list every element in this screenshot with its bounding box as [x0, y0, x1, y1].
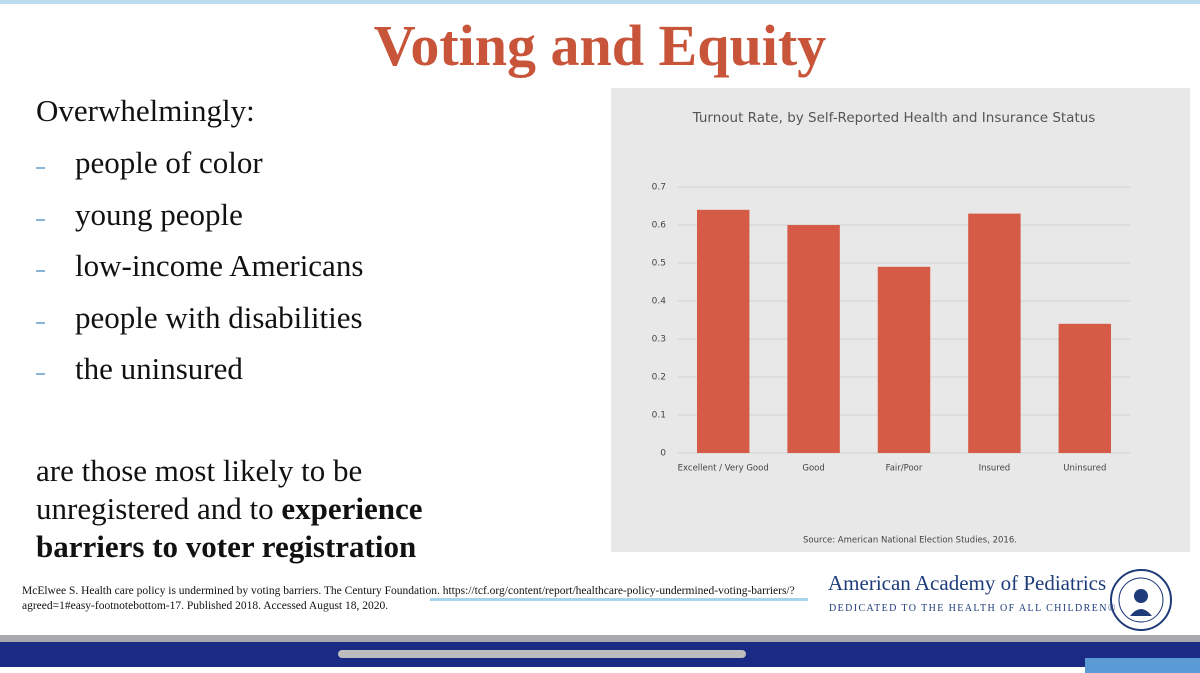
- footer-rule: [0, 635, 1200, 642]
- x-tick-label: Uninsured: [1063, 464, 1106, 474]
- bar: [877, 266, 931, 453]
- x-tick-label: Insured: [979, 464, 1011, 474]
- bar: [1058, 323, 1112, 453]
- y-tick-label: 0.2: [652, 373, 666, 383]
- seal: [1110, 569, 1172, 631]
- chart-source: Source: American National Election Studi…: [803, 536, 1017, 546]
- bar: [696, 209, 750, 453]
- y-tick-label: 0: [660, 449, 666, 459]
- bullet-marker: [36, 167, 45, 169]
- logo-name: American Academy of Pediatrics: [828, 571, 1107, 595]
- bullet-marker: [36, 321, 45, 324]
- conclusion-text: are those most likely to be unregistered…: [36, 453, 363, 526]
- logo-tagline: DEDICATED TO THE HEALTH OF ALL CHILDREN®: [829, 603, 1117, 614]
- x-tick-label: Excellent / Very Good: [678, 464, 769, 474]
- bullet-marker: [36, 373, 45, 375]
- bullet-marker: [36, 218, 45, 221]
- y-tick-label: 0.3: [652, 335, 666, 345]
- y-tick-label: 0.7: [652, 183, 666, 193]
- bullet: low-income Americans: [75, 248, 364, 283]
- x-tick-label: Fair/Poor: [886, 464, 923, 474]
- chart-title: Turnout Rate, by Self-Reported Health an…: [692, 110, 1096, 126]
- top-rule: [0, 0, 1200, 4]
- conclusion-bold: experience barriers to voter registratio…: [36, 491, 423, 564]
- y-tick-label: 0.1: [652, 411, 666, 421]
- bullet: people of color: [75, 145, 263, 180]
- x-tick-label: Good: [802, 464, 824, 474]
- bullet-marker: [36, 270, 45, 272]
- footer-accent: [1085, 658, 1200, 673]
- y-tick-label: 0.5: [652, 259, 666, 269]
- bullet: people with disabilities: [75, 299, 363, 335]
- bullet: young people: [75, 196, 243, 232]
- citation: McElwee S. Health care policy is undermi…: [22, 585, 795, 612]
- footer-base: [0, 662, 1200, 673]
- bullet: the uninsured: [75, 351, 243, 386]
- bar: [968, 213, 1021, 453]
- scroll-thumb: [338, 650, 746, 658]
- underline: [430, 598, 808, 601]
- footer-line: [0, 662, 1085, 667]
- bar: [787, 225, 840, 453]
- intro: Overwhelmingly:: [36, 93, 255, 128]
- slide-title: Voting and Equity: [373, 13, 827, 78]
- conclusion: are those most likely to be unregistered…: [36, 452, 506, 566]
- y-tick-label: 0.4: [652, 297, 667, 307]
- y-tick-label: 0.6: [652, 221, 667, 231]
